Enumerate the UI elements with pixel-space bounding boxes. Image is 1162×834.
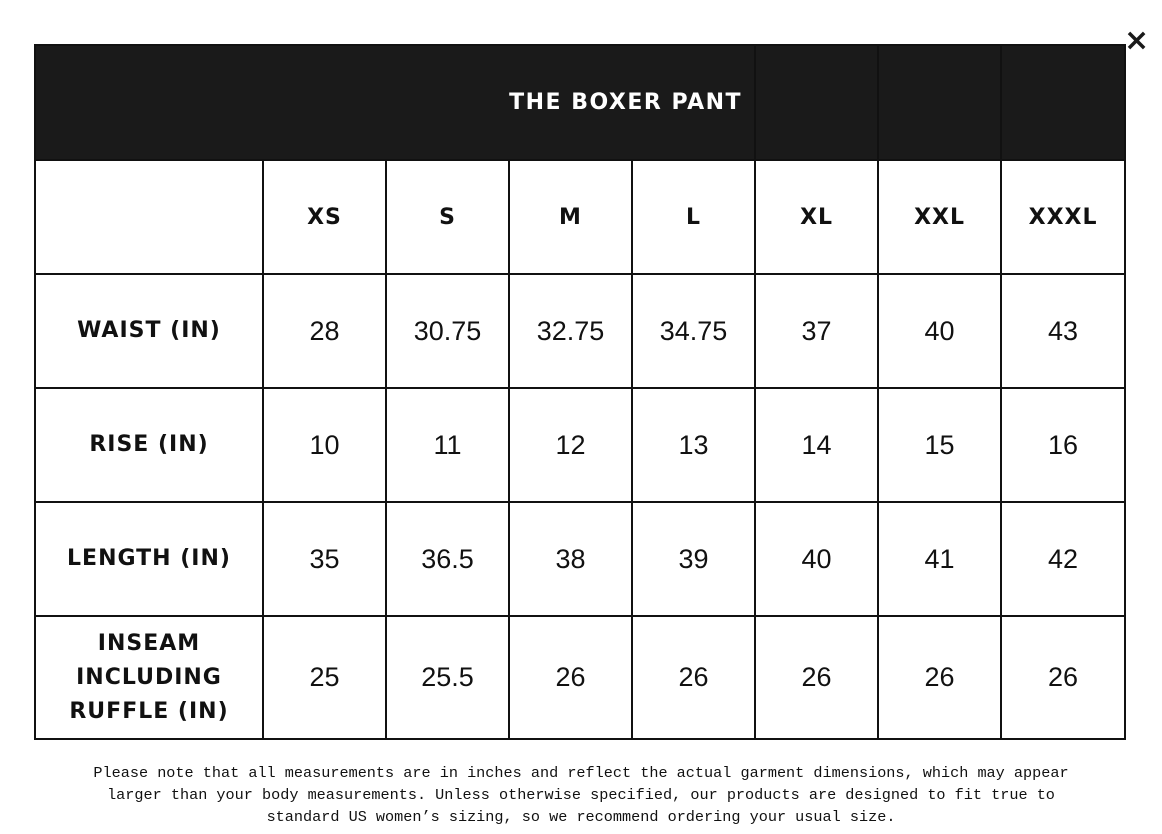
size-header-s: S [385, 159, 510, 275]
size-header-xl: XL [754, 159, 880, 275]
note-line: standard US women’s sizing, so we recomm… [266, 808, 896, 826]
size-chart-table: THE BOXER PANT XS S M L XL XXL XXXL WAIST (IN)… [33, 44, 1127, 740]
header-cell [877, 44, 1003, 161]
measurement-cell: 15 [877, 387, 1003, 503]
measurement-cell: 40 [877, 273, 1003, 389]
table-row: WAIST (IN) 28 30.75 32.75 34.75 37 40 43 [34, 273, 1127, 389]
measurement-cell: 30.75 [385, 273, 510, 389]
measurement-cell: 25 [262, 615, 387, 740]
measurement-cell: 26 [508, 615, 633, 740]
table-row: RISE (IN) 10 11 12 13 14 15 16 [34, 387, 1127, 503]
row-label: INSEAM INCLUDING RUFFLE (IN) [34, 615, 264, 740]
corner-cell [34, 159, 264, 275]
measurement-cell: 26 [1000, 615, 1127, 740]
measurement-cell: 38 [508, 501, 633, 617]
note-line: larger than your body measurements. Unle… [107, 786, 1055, 804]
size-row: XS S M L XL XXL XXXL [34, 159, 1127, 275]
measurement-cell: 35 [262, 501, 387, 617]
table-row: INSEAM INCLUDING RUFFLE (IN) 25 25.5 26 26 26… [34, 615, 1127, 740]
measurement-cell: 37 [754, 273, 880, 389]
table-row: LENGTH (IN) 35 36.5 38 39 40 41 42 [34, 501, 1127, 617]
size-header-l: L [630, 159, 757, 275]
header-cell [754, 44, 880, 161]
measurement-cell: 25.5 [385, 615, 510, 740]
measurement-note: Please note that all measurements are in… [0, 762, 1162, 828]
chart-title: THE BOXER PANT [33, 44, 757, 161]
row-label: RISE (IN) [34, 387, 264, 503]
size-header-xxl: XXL [877, 159, 1003, 275]
measurement-cell: 39 [630, 501, 757, 617]
measurement-cell: 36.5 [385, 501, 510, 617]
measurement-cell: 42 [1000, 501, 1127, 617]
measurement-cell: 26 [630, 615, 757, 740]
measurement-cell: 34.75 [630, 273, 757, 389]
size-header-xxxl: XXXL [1000, 159, 1127, 275]
measurement-cell: 13 [630, 387, 757, 503]
size-header-m: M [508, 159, 633, 275]
close-icon[interactable]: × [1124, 23, 1150, 58]
measurement-cell: 26 [754, 615, 880, 740]
measurement-cell: 43 [1000, 273, 1127, 389]
measurement-cell: 32.75 [508, 273, 633, 389]
header-cell [1000, 44, 1127, 161]
note-line: Please note that all measurements are in… [93, 764, 1069, 782]
measurement-cell: 11 [385, 387, 510, 503]
measurement-cell: 16 [1000, 387, 1127, 503]
measurement-cell: 26 [877, 615, 1003, 740]
measurement-cell: 14 [754, 387, 880, 503]
header-row: THE BOXER PANT [33, 44, 1127, 161]
measurement-cell: 10 [262, 387, 387, 503]
measurement-cell: 12 [508, 387, 633, 503]
size-header-xs: XS [262, 159, 387, 275]
row-label: WAIST (IN) [34, 273, 264, 389]
measurement-cell: 28 [262, 273, 387, 389]
measurement-cell: 41 [877, 501, 1003, 617]
row-label: LENGTH (IN) [34, 501, 264, 617]
measurement-cell: 40 [754, 501, 880, 617]
